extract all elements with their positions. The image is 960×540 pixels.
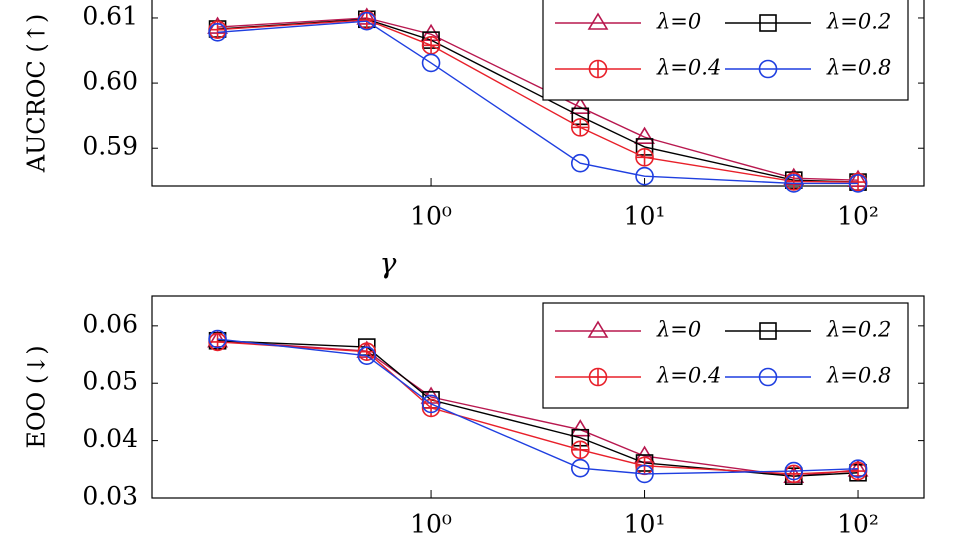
y-tick-label: 0.59 [82,132,138,161]
marker-shape [635,166,654,186]
marker [784,174,804,193]
x-tick-label: 10² [837,510,879,539]
marker [759,322,777,340]
y-tick-label: 0.06 [82,309,138,338]
marker-shape [758,367,778,387]
marker [588,59,608,79]
legend-label: λ=0.2 [826,318,891,342]
marker [587,320,609,338]
marker-shape [634,126,655,144]
marker-shape [357,11,377,31]
marker [784,461,804,481]
marker-shape [208,22,227,42]
y-tick-label: 0.03 [82,482,138,511]
marker [357,342,377,361]
marker [848,174,868,193]
marker [357,11,377,31]
marker-shape [570,458,590,478]
marker [587,12,609,30]
marker-shape [758,59,778,79]
legend-box [542,302,909,409]
subplot: 0.59 0.60 0.61 10⁰ 10¹ 10² γ AUCROC (↑) λ=0 λ=0.2… [23,0,925,280]
marker [848,459,868,479]
marker-shape [570,153,590,173]
marker-shape [569,96,591,114]
y-axis-label: AUCROC (↑) [23,14,51,174]
marker [635,464,654,484]
plot-frame [151,0,925,187]
marker [570,440,590,460]
marker-shape [587,320,609,338]
series-line [217,338,859,475]
marker [635,166,654,186]
marker-shape [848,459,868,479]
marker [759,14,777,32]
marker [570,458,590,478]
marker [421,398,441,418]
marker [569,419,591,437]
legend-label: λ=0.4 [656,364,721,388]
subplot: 0.03 0.04 0.05 0.06 10⁰ 10¹ 10² EOO (↓) λ=0 λ=0.2… [23,295,925,539]
x-tick-label: 10¹ [624,202,666,231]
marker [421,394,441,414]
legend-label: λ=0.8 [826,364,891,388]
marker-shape [357,346,377,365]
x-axis-label: γ [380,247,397,280]
legend-label: λ=0.8 [826,56,891,80]
marker-shape [587,12,609,30]
marker [635,148,654,167]
marker [569,96,591,114]
x-tick-label: 10⁰ [410,202,452,231]
series-line [217,20,859,185]
marker-shape [569,419,591,437]
legend: λ=0 λ=0.2 λ=0.4 λ=0.8 [542,0,909,101]
plot-frame [151,295,925,499]
marker [758,59,778,79]
legend-label: λ=0 [656,318,701,342]
y-tick-label: 0.61 [82,1,138,30]
marker-shape [784,174,804,193]
y-tick-label: 0.04 [82,424,138,453]
marker-shape [759,322,777,340]
legend: λ=0 λ=0.2 λ=0.4 λ=0.8 [542,302,909,409]
marker-shape [848,174,868,193]
x-tick-label: 10⁰ [410,510,452,539]
marker [421,36,441,55]
marker [357,346,377,365]
y-axis-label: EOO (↓) [23,345,51,448]
marker-shape [635,464,654,484]
marker [208,329,227,349]
marker [208,22,227,42]
marker [848,172,868,192]
marker [421,53,441,73]
marker [570,118,590,137]
x-tick-label: 10¹ [624,510,666,539]
x-tick-label: 10² [837,202,879,231]
marker-shape [208,329,227,349]
marker-shape [421,394,441,414]
marker-shape [784,461,804,481]
legend-label: λ=0 [656,10,701,34]
marker-shape [759,14,777,32]
marker [588,367,608,387]
marker-shape [421,53,441,73]
legend-label: λ=0.2 [826,10,891,34]
y-tick-label: 0.60 [82,67,138,96]
marker [758,367,778,387]
y-tick-label: 0.05 [82,367,138,396]
marker [634,126,655,144]
legend-box [542,0,909,101]
legend-label: λ=0.4 [656,56,721,80]
marker [570,153,590,173]
